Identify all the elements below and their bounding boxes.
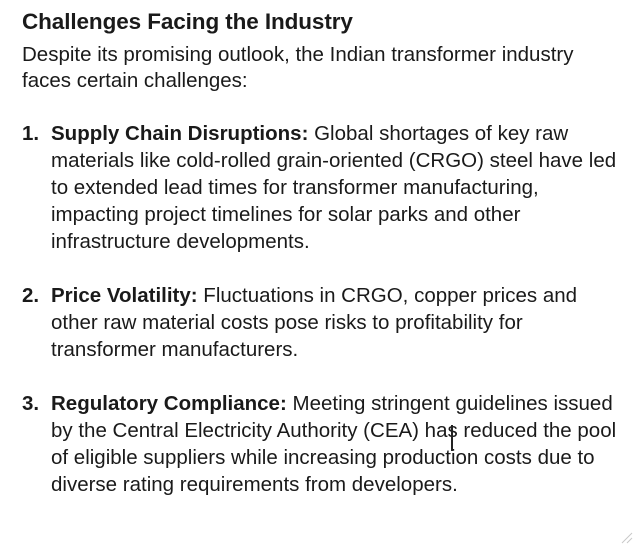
list-item: 1. Supply Chain Disruptions: Global shor…	[22, 120, 622, 255]
text-cursor-icon	[451, 425, 453, 451]
challenges-list: 1. Supply Chain Disruptions: Global shor…	[22, 120, 622, 498]
list-number: 2.	[22, 284, 40, 307]
list-number: 1.	[22, 122, 40, 145]
resize-grip-icon[interactable]	[619, 530, 633, 544]
list-number: 3.	[22, 392, 40, 415]
item-text: Global shortages of key raw materials li…	[51, 122, 617, 253]
item-text: Fluctuations in CRGO, copper prices and …	[51, 284, 578, 361]
item-term: Regulatory Compliance:	[51, 392, 287, 415]
item-term: Supply Chain Disruptions:	[51, 122, 309, 145]
list-item: 3. Regulatory Compliance: Meeting string…	[22, 390, 622, 498]
document-body: Challenges Facing the Industry Despite i…	[22, 6, 622, 498]
intro-paragraph: Despite its promising outlook, the India…	[22, 43, 574, 92]
item-text: Meeting stringent guidelines issued by t…	[51, 392, 617, 496]
section-heading: Challenges Facing the Industry	[22, 9, 353, 34]
list-item: 2. Price Volatility: Fluctuations in CRG…	[22, 282, 622, 363]
item-term: Price Volatility:	[51, 284, 198, 307]
